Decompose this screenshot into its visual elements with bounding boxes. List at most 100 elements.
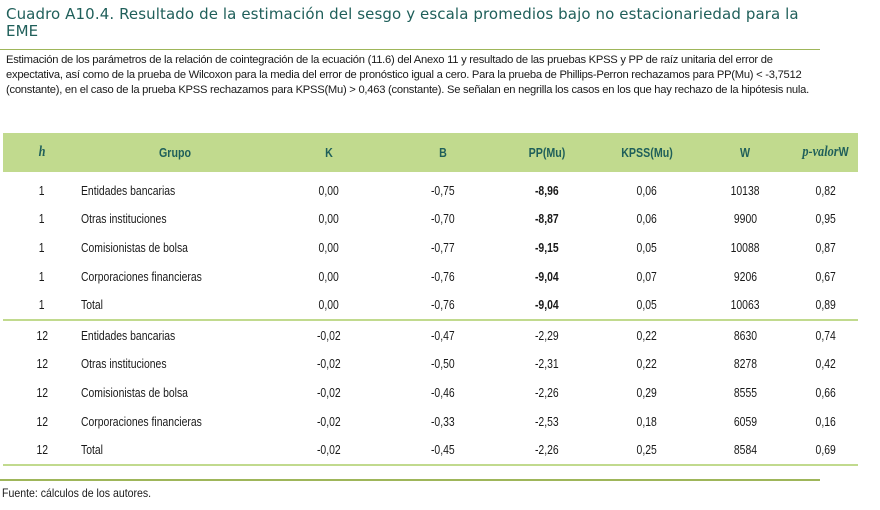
table-body: 1 Entidades bancarias 0,00 -0,75 -8,96 0,06 10… <box>3 172 858 466</box>
cell-value: -0,02 <box>317 413 341 429</box>
cell-pvalor: 0,66 <box>793 378 858 407</box>
cell-k: 0,00 <box>269 290 389 321</box>
header-h: h <box>38 144 46 160</box>
cell-value: 0,07 <box>636 268 658 284</box>
cell-w: 9900 <box>697 205 793 234</box>
cell-value: 0,16 <box>815 413 836 429</box>
header-w: W <box>739 145 751 160</box>
cell-value: Comisionistas de bolsa <box>81 384 188 400</box>
cell-kpss: 0,18 <box>597 407 697 436</box>
cell-value: 1 <box>39 268 45 284</box>
cell-value: 10138 <box>730 182 760 198</box>
cell-b: -0,33 <box>389 407 497 436</box>
cell-value: 1 <box>39 239 45 255</box>
cell-h: 12 <box>3 378 81 407</box>
cell-h: 12 <box>3 350 81 379</box>
cell-value: 0,22 <box>636 356 658 372</box>
cell-pvalor: 0,16 <box>793 407 858 436</box>
cell-w: 8584 <box>697 435 793 466</box>
header-pvalor-label: p-valor <box>802 144 839 160</box>
header-grupo: Grupo <box>159 145 191 160</box>
cell-b: -0,50 <box>389 350 497 379</box>
table-row: 1 Corporaciones financieras 0,00 -0,76 -9,04… <box>3 262 858 291</box>
cell-value: Otras instituciones <box>81 211 167 227</box>
header-k: K <box>325 145 333 160</box>
cell-value: Entidades bancarias <box>81 182 176 198</box>
cell-pvalor: 0,67 <box>793 262 858 291</box>
cell-value: -0,02 <box>317 356 341 372</box>
cell-value: 0,05 <box>636 297 658 313</box>
cell-value: -8,96 <box>535 182 559 198</box>
bottom-divider <box>0 479 820 481</box>
cell-value: 8584 <box>733 442 757 458</box>
cell-value: -2,53 <box>535 413 559 429</box>
cell-w: 6059 <box>697 407 793 436</box>
cell-value: Otras instituciones <box>81 356 167 372</box>
cell-value: 1 <box>39 182 45 198</box>
cell-h: 1 <box>3 205 81 234</box>
cell-value: 0,00 <box>318 297 340 313</box>
cell-value: -2,26 <box>535 442 559 458</box>
cell-pp: -2,53 <box>497 407 597 436</box>
cell-h: 12 <box>3 320 81 350</box>
cell-k: -0,02 <box>269 378 389 407</box>
cell-value: -9,04 <box>535 297 559 313</box>
cell-value: -0,47 <box>431 327 455 343</box>
cell-grupo: Total <box>81 290 269 321</box>
cell-value: 12 <box>36 442 48 458</box>
cell-b: -0,76 <box>389 262 497 291</box>
cell-grupo: Entidades bancarias <box>81 320 269 350</box>
cell-k: -0,02 <box>269 320 389 350</box>
header-b: B <box>439 145 447 160</box>
cell-value: 6059 <box>733 413 757 429</box>
cell-kpss: 0,05 <box>597 290 697 321</box>
table-row: 12 Comisionistas de bolsa -0,02 -0,46 -2,26 0… <box>3 378 858 407</box>
cell-value: 8278 <box>733 356 757 372</box>
table-description: Estimación de los parámetros de la relac… <box>6 54 809 97</box>
cell-b: -0,45 <box>389 435 497 466</box>
cell-w: 10138 <box>697 172 793 205</box>
cell-kpss: 0,29 <box>597 378 697 407</box>
cell-pp: -2,29 <box>497 320 597 350</box>
cell-value: -0,46 <box>431 384 455 400</box>
cell-b: -0,75 <box>389 172 497 205</box>
cell-b: -0,46 <box>389 378 497 407</box>
cell-pp: -9,04 <box>497 262 597 291</box>
cell-value: Corporaciones financieras <box>81 268 202 284</box>
cell-grupo: Comisionistas de bolsa <box>81 378 269 407</box>
cell-value: 8555 <box>733 384 757 400</box>
cell-w: 8555 <box>697 378 793 407</box>
cell-grupo: Corporaciones financieras <box>81 407 269 436</box>
table-row: 1 Comisionistas de bolsa 0,00 -0,77 -9,15 0,0… <box>3 233 858 262</box>
header-pvalor-w: p-valorW <box>799 133 852 172</box>
table-row: 12 Total -0,02 -0,45 -2,26 0,25 8584 0,69 <box>3 435 858 466</box>
cell-value: -0,70 <box>431 211 455 227</box>
cell-k: 0,00 <box>269 233 389 262</box>
cell-value: 0,66 <box>815 384 836 400</box>
cell-value: 0,00 <box>318 268 340 284</box>
header-kpss: KPSS(Mu) <box>621 145 673 160</box>
cell-value: 8630 <box>733 327 757 343</box>
cell-value: 1 <box>39 211 45 227</box>
cell-kpss: 0,06 <box>597 172 697 205</box>
cell-value: 1 <box>39 297 45 313</box>
cell-grupo: Otras instituciones <box>81 205 269 234</box>
cell-k: 0,00 <box>269 172 389 205</box>
cell-w: 8278 <box>697 350 793 379</box>
cell-value: -0,02 <box>317 384 341 400</box>
cell-value: -0,76 <box>431 297 455 313</box>
cell-pp: -2,26 <box>497 435 597 466</box>
cell-kpss: 0,22 <box>597 350 697 379</box>
cell-value: -9,04 <box>535 268 559 284</box>
cell-value: 0,82 <box>815 182 836 198</box>
table-row: 12 Otras instituciones -0,02 -0,50 -2,31 0,22… <box>3 350 858 379</box>
cell-grupo: Corporaciones financieras <box>81 262 269 291</box>
cell-value: 10088 <box>730 239 760 255</box>
cell-pvalor: 0,95 <box>793 205 858 234</box>
cell-kpss: 0,05 <box>597 233 697 262</box>
top-divider <box>0 49 820 50</box>
table-header-row: h Grupo K B PP(Mu) KPSS(Mu) W p-valorW <box>3 133 858 172</box>
cell-k: -0,02 <box>269 435 389 466</box>
cell-pvalor: 0,74 <box>793 320 858 350</box>
cell-value: -0,02 <box>317 442 341 458</box>
